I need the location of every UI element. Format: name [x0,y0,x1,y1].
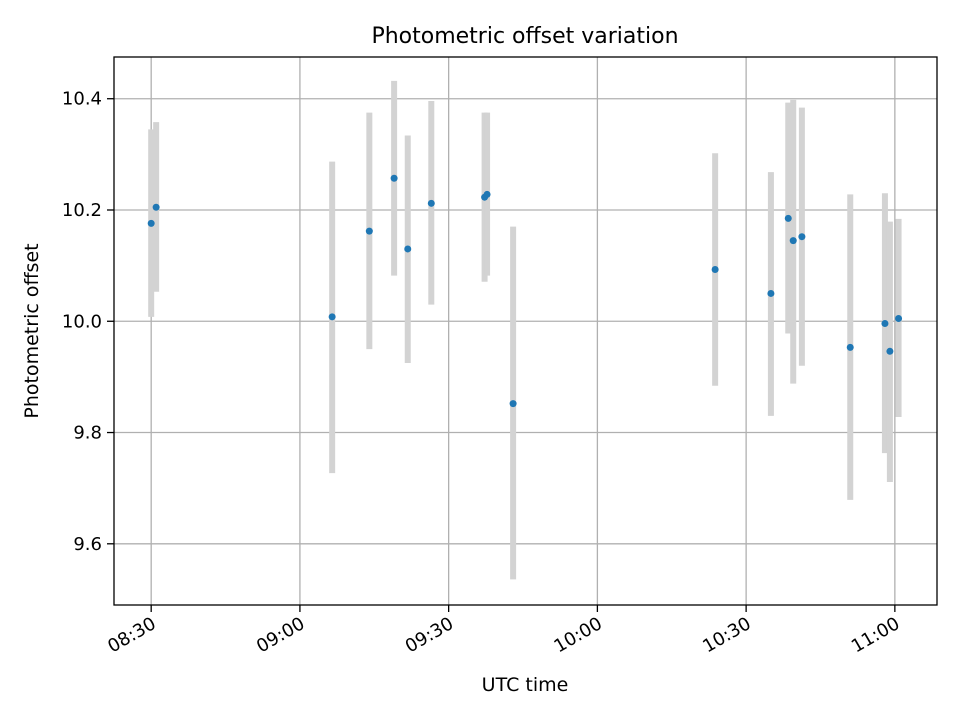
data-point [152,203,160,211]
data-point [390,174,398,182]
data-point [711,266,719,274]
data-point [895,314,903,322]
y-axis-label: Photometric offset [21,243,43,418]
data-point [147,219,155,227]
y-tick-label: 10.4 [62,89,102,110]
y-tick-label: 10.0 [62,311,102,332]
data-point [427,199,435,207]
plot-area-frame [113,56,938,606]
y-tick-label: 9.6 [73,534,102,555]
data-point [881,319,889,327]
data-point [846,343,854,351]
data-points [147,174,903,408]
y-tick-label: 9.8 [73,423,102,444]
data-point [483,190,491,198]
x-axis-label: UTC time [482,674,569,696]
data-point [784,214,792,222]
data-point [365,227,373,235]
y-tick-label: 10.2 [62,200,102,221]
data-point [328,313,336,321]
chart-title: Photometric offset variation [371,24,678,49]
data-point [404,245,412,253]
data-point [509,400,517,408]
data-point [789,237,797,245]
y-axis-ticks: 9.6 9.8 10.0 10.2 10.4 [62,89,114,555]
data-point [798,233,806,241]
data-point [767,289,775,297]
data-point [886,347,894,355]
